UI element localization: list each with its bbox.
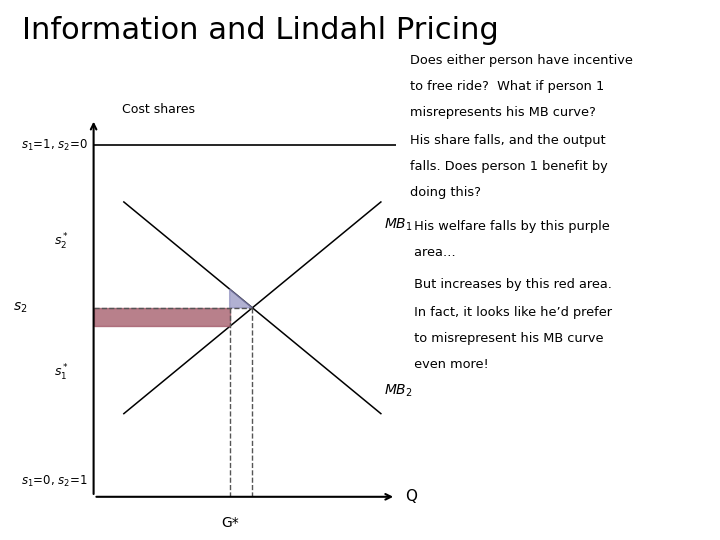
Text: But increases by this red area.: But increases by this red area. (410, 278, 612, 291)
Text: His welfare falls by this purple: His welfare falls by this purple (410, 220, 610, 233)
Polygon shape (94, 308, 230, 327)
Polygon shape (230, 289, 253, 308)
Text: even more!: even more! (410, 358, 489, 371)
Text: falls. Does person 1 benefit by: falls. Does person 1 benefit by (410, 160, 608, 173)
Text: Cost shares: Cost shares (122, 103, 195, 116)
Text: to misrepresent his MB curve: to misrepresent his MB curve (410, 332, 604, 345)
Text: Information and Lindahl Pricing: Information and Lindahl Pricing (22, 16, 498, 45)
Text: $s_1^*$: $s_1^*$ (55, 363, 69, 383)
Text: Q: Q (405, 489, 417, 504)
Text: $s_1$=1, $s_2$=0: $s_1$=1, $s_2$=0 (21, 138, 88, 153)
Text: $MB_2$: $MB_2$ (384, 383, 413, 399)
Text: His share falls, and the output: His share falls, and the output (410, 134, 606, 147)
Text: G*: G* (221, 516, 238, 530)
Text: $s_2$: $s_2$ (13, 301, 27, 315)
Text: area…: area… (410, 246, 456, 259)
Text: $s_2^*$: $s_2^*$ (55, 232, 69, 253)
Text: Does either person have incentive: Does either person have incentive (410, 54, 634, 67)
Text: to free ride?  What if person 1: to free ride? What if person 1 (410, 80, 605, 93)
Text: misrepresents his MB curve?: misrepresents his MB curve? (410, 106, 596, 119)
Text: In fact, it looks like he’d prefer: In fact, it looks like he’d prefer (410, 306, 613, 319)
Text: $MB_1$: $MB_1$ (384, 217, 413, 233)
Text: $s_1$=0, $s_2$=1: $s_1$=0, $s_2$=1 (21, 474, 88, 489)
Text: doing this?: doing this? (410, 186, 482, 199)
